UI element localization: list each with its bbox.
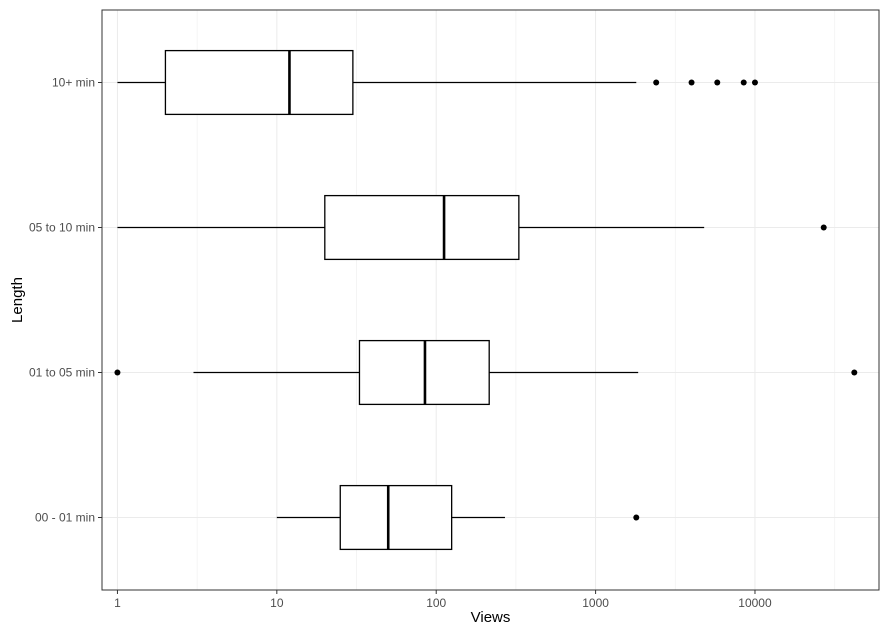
outlier-point [653, 79, 660, 86]
outlier-point [851, 369, 858, 376]
outlier-point [751, 79, 758, 86]
interquartile-box [339, 484, 453, 551]
x-tick-label: 1000 [582, 596, 609, 610]
y-tick-label: 00 - 01 min [35, 511, 95, 525]
x-axis: 1 10 100 1000 10000 [114, 590, 772, 610]
y-axis: 00 - 01 min 01 to 05 min 05 to 10 min 10+ m… [29, 76, 102, 525]
box-00-01-min [276, 484, 640, 551]
x-tick-label: 100 [426, 596, 446, 610]
plot-panel-border [101, 9, 880, 591]
interquartile-box [164, 49, 354, 116]
box-series [114, 49, 858, 551]
y-axis-title: Length [9, 277, 26, 323]
interquartile-box [324, 194, 520, 261]
y-tick-label: 01 to 05 min [29, 366, 95, 380]
x-tick-label: 10 [270, 596, 284, 610]
y-tick-label: 10+ min [52, 76, 95, 90]
y-tick-label: 05 to 10 min [29, 221, 95, 235]
box-01-to-05-min [114, 339, 858, 406]
x-tick-label: 10000 [738, 596, 772, 610]
box-10-min [117, 49, 758, 116]
outlier-point [688, 79, 695, 86]
outlier-point [714, 79, 721, 86]
outlier-point [633, 514, 640, 521]
box-05-to-10-min [117, 194, 827, 261]
outlier-point [740, 79, 747, 86]
x-axis-title: Views [471, 609, 511, 626]
x-tick-label: 1 [114, 596, 121, 610]
outlier-point [114, 369, 121, 376]
outlier-point [820, 224, 827, 231]
